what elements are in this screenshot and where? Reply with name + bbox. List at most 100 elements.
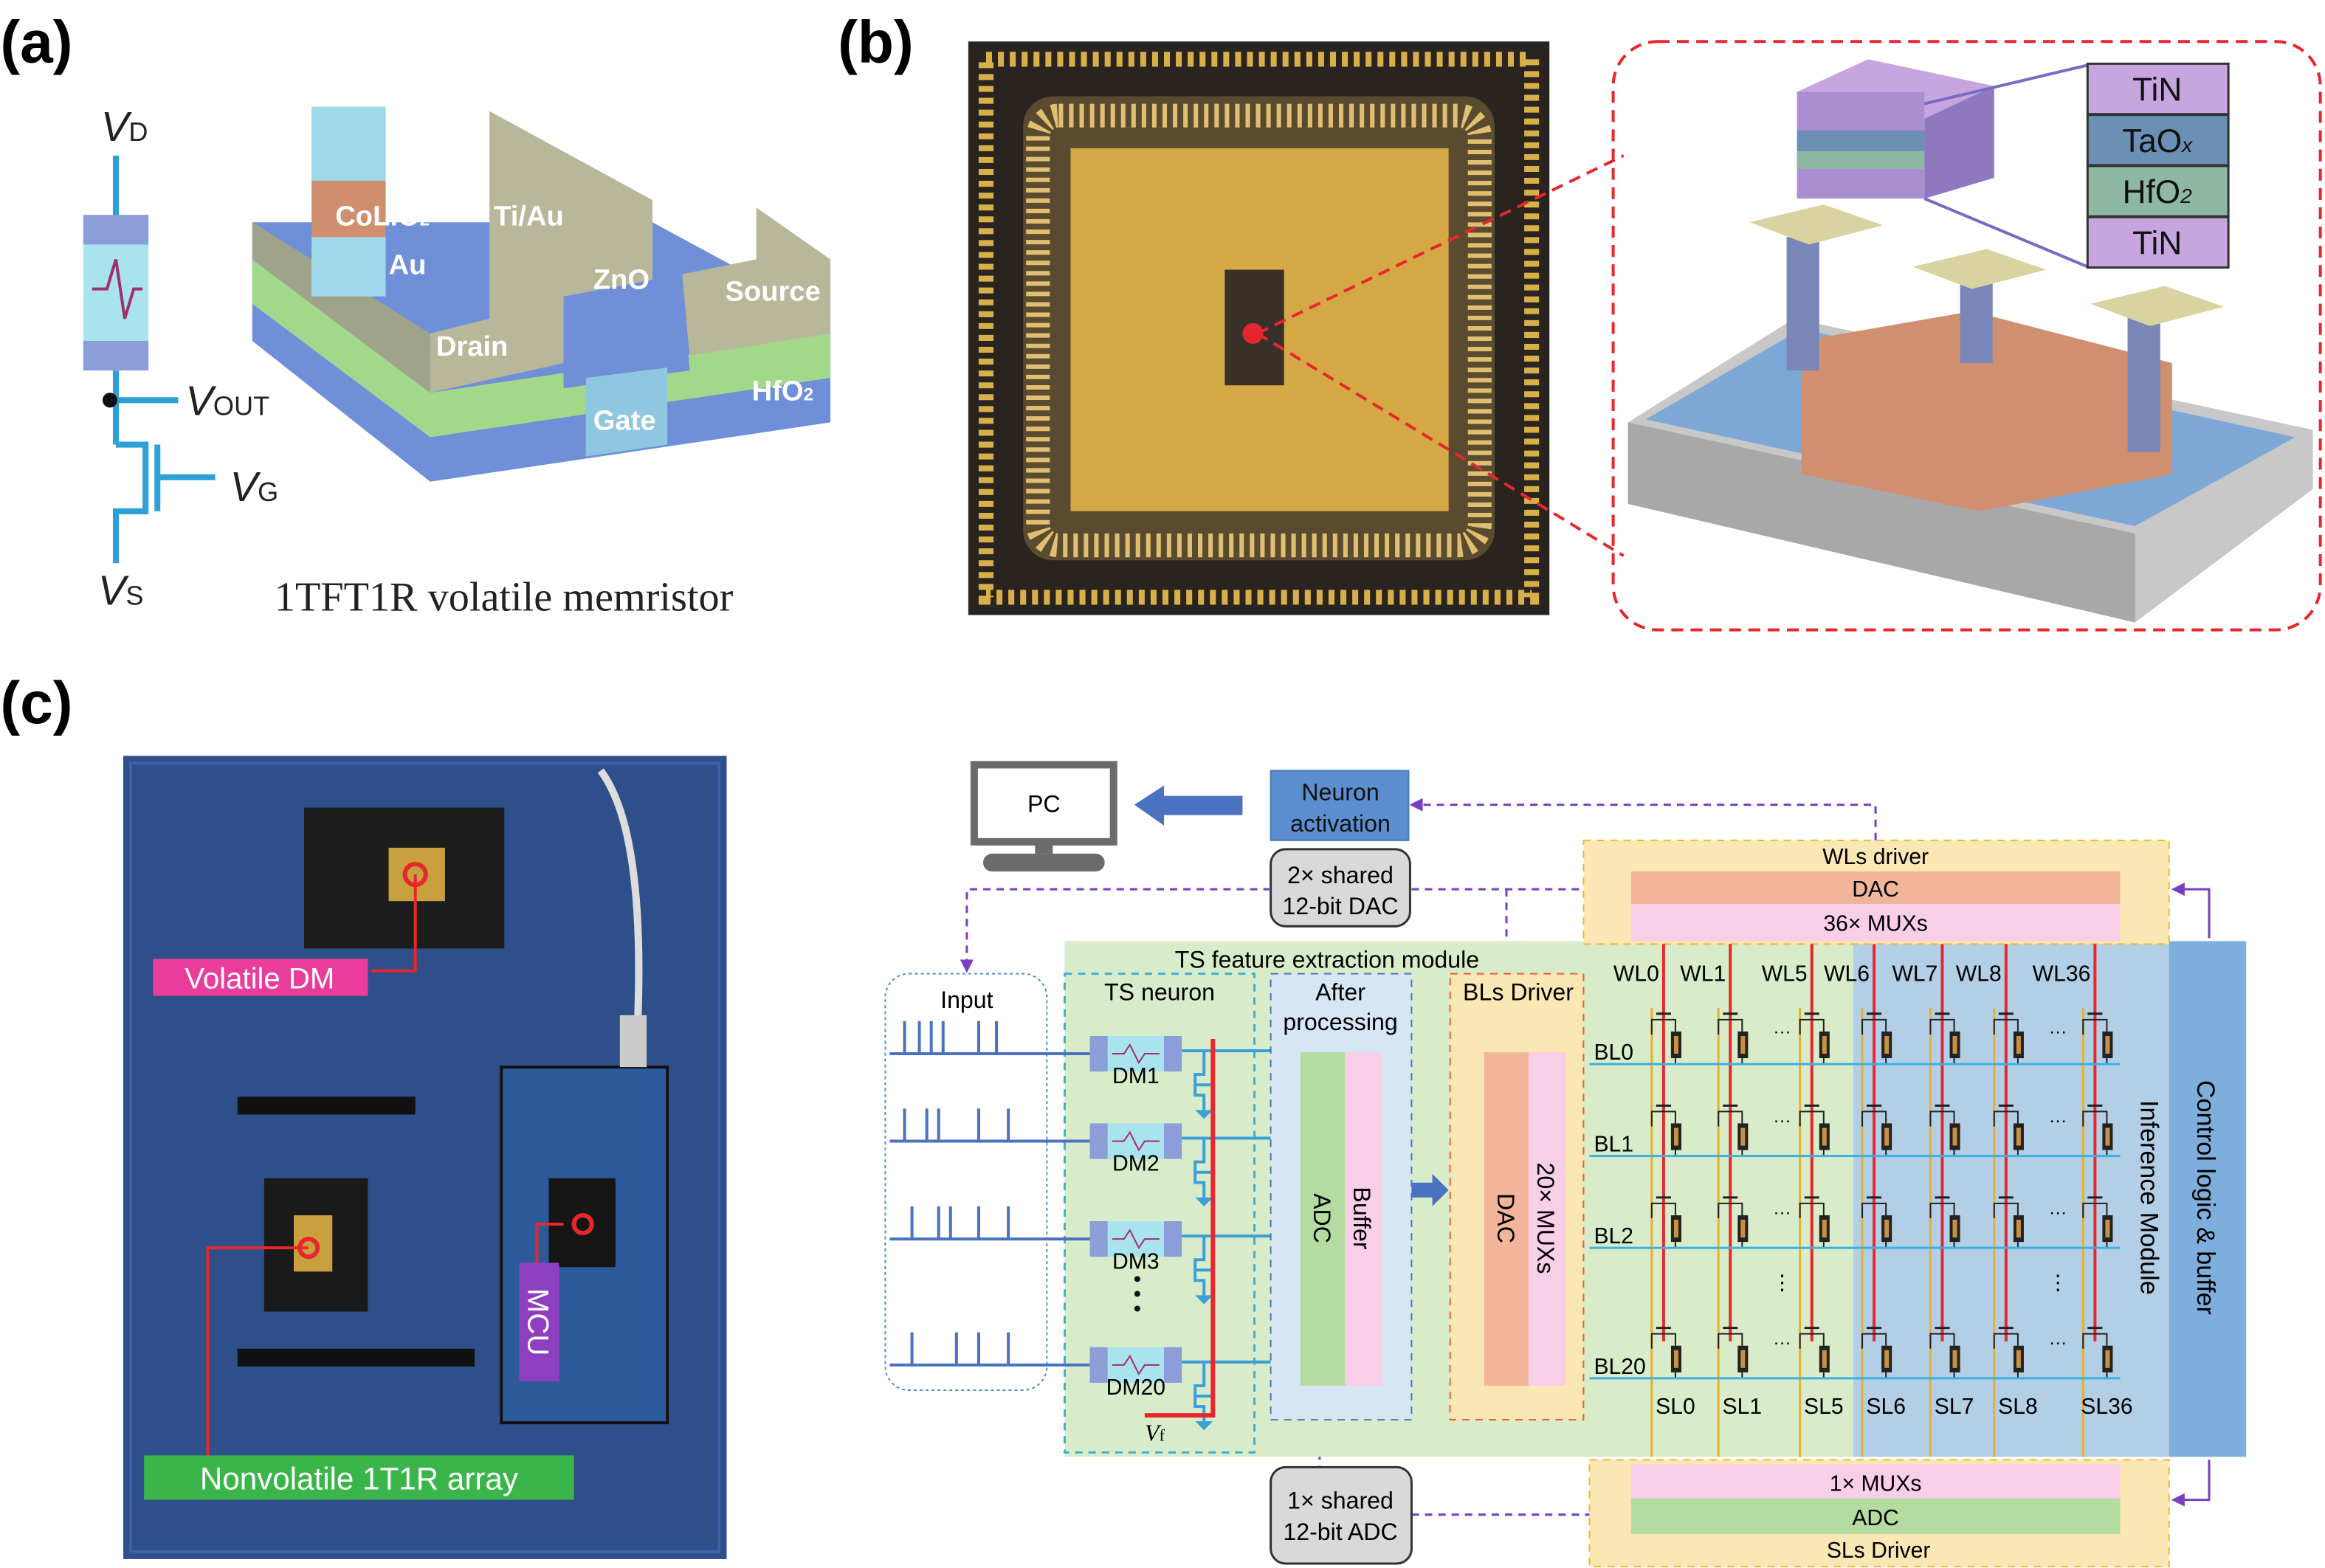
stack-layer-label: TiN xyxy=(2132,72,2182,108)
bl-label: BL20 xyxy=(1594,1355,1645,1379)
dm-label: DM20 xyxy=(1106,1375,1165,1400)
1t1r-cell xyxy=(2082,1104,2113,1156)
input-box xyxy=(884,973,1048,1391)
vout-label: VOUT xyxy=(185,377,269,424)
wl-label: WL8 xyxy=(1956,962,2002,987)
layer-gate: Gate xyxy=(593,404,656,436)
layer-stack-legend: TiN TaOx HfO2 TiN xyxy=(2086,62,2230,269)
ellipsis: ··· xyxy=(1774,1022,1791,1042)
sl-label: SL6 xyxy=(1866,1395,1906,1419)
ground-icon xyxy=(1195,1197,1213,1206)
panel-a: (a) VD VOUT VG VS xyxy=(0,9,831,621)
neuron-activation-line1: Neuron xyxy=(1301,779,1379,806)
dm-row: DM2 xyxy=(889,1108,1271,1206)
nonvolatile-array-label: Nonvolatile 1T1R array xyxy=(200,1462,518,1496)
tft-3d-device: Au CoLiO2 Au Ti/Au Ti/Au ZnO Drain Sourc… xyxy=(252,106,831,482)
ellipsis: ··· xyxy=(2049,1333,2067,1353)
ts-neuron-label: TS neuron xyxy=(1104,979,1215,1006)
stack-layer xyxy=(2086,114,2230,167)
1t1r-3d-structure xyxy=(1628,59,2313,623)
layer-hfo2: HfO2 xyxy=(752,375,813,407)
layer-tiau-left: Ti/Au xyxy=(494,200,564,232)
1t1r-cell xyxy=(1650,1327,1681,1378)
dm-row: DM20 xyxy=(889,1332,1271,1431)
buffer-label: Buffer xyxy=(1348,1187,1375,1249)
1t1r-cell xyxy=(1993,1327,2024,1378)
stack-layer-label: HfO2 xyxy=(2123,174,2193,210)
1t1r-cell xyxy=(2082,1196,2113,1248)
1t1r-cell xyxy=(1861,1327,1892,1378)
nonvolatile-array-tag xyxy=(144,1455,574,1500)
vs-label: VS xyxy=(98,567,144,613)
shared-adc-line1: 1× shared xyxy=(1287,1488,1394,1514)
node-dot xyxy=(102,393,118,408)
vertical-ellipsis: ⋮ xyxy=(2047,1271,2068,1294)
shared-adc-box xyxy=(1270,1465,1413,1565)
after-processing-line1: After xyxy=(1315,979,1365,1006)
layer-source: Source xyxy=(725,276,820,308)
neuron-activation-box xyxy=(1270,770,1410,841)
pc-label: PC xyxy=(1027,791,1061,818)
shared-dac-box xyxy=(1270,848,1411,928)
shared-dac-line1: 2× shared xyxy=(1287,862,1394,888)
ground-icon xyxy=(1195,1421,1213,1431)
ellipsis: ··· xyxy=(2049,1022,2067,1042)
ellipsis: ··· xyxy=(2049,1111,2067,1130)
vertical-ellipsis: ⋮ xyxy=(1772,1271,1793,1294)
1t1r-cell xyxy=(1861,1196,1892,1248)
1t1r-cell xyxy=(1650,1104,1681,1156)
panel-b-label: (b) xyxy=(838,9,914,75)
chip-photo xyxy=(968,41,1550,615)
stack-layer xyxy=(2086,215,2230,269)
bl-label: BL0 xyxy=(1594,1040,1633,1065)
inference-module xyxy=(1853,941,2169,1457)
layer-au-top: Au xyxy=(389,148,427,180)
ts-module-label: TS feature extraction module xyxy=(1175,947,1479,973)
mcu-label: MCU xyxy=(521,1288,554,1355)
stack-layer-label: TaOx xyxy=(2122,123,2193,159)
layer-au-bottom: Au xyxy=(389,249,427,281)
wl-label: WL7 xyxy=(1892,962,1938,987)
stack-layer xyxy=(2086,62,2230,116)
panel-a-label: (a) xyxy=(0,9,72,75)
1t1r-crossbar-array: WL0 SL0 WL1 SL1 WL5 SL5 WL6 SL6 WL7 SL7 WL8 SL8 WL36… xyxy=(1589,944,2133,1457)
1t1r-cell xyxy=(1993,1104,2024,1156)
wl-label: WL5 xyxy=(1762,962,1808,987)
panel-c-label: (c) xyxy=(0,670,72,736)
control-logic-links xyxy=(2171,883,2211,1507)
adc-label: ADC xyxy=(1309,1193,1335,1243)
adc-bar xyxy=(1300,1052,1346,1386)
wls-mux-label: 36× MUXs xyxy=(1823,911,1927,936)
after-processing-line2: processing xyxy=(1283,1009,1397,1035)
wl-label: WL1 xyxy=(1680,962,1726,987)
sls-adc-bar xyxy=(1630,1498,2121,1534)
layer-zno: ZnO xyxy=(593,264,650,296)
1t1r-cell xyxy=(1861,1012,1892,1065)
1t1r-cell xyxy=(1799,1196,1830,1248)
neuron-activation-line2: activation xyxy=(1290,810,1391,837)
buffer-bar xyxy=(1345,1052,1382,1386)
1t1r-cell xyxy=(2082,1327,2113,1378)
bls-driver-label: BLs Driver xyxy=(1463,979,1574,1006)
volatile-dm-label: Volatile DM xyxy=(185,962,334,995)
panel-a-caption: 1TFT1R volatile memristor xyxy=(275,575,734,621)
vf-label: Vf xyxy=(1145,1419,1165,1446)
dm-label: DM1 xyxy=(1112,1064,1160,1088)
dm-rows: DM1 DM2 DM3 DM20 xyxy=(889,1020,1271,1431)
wls-mux-bar xyxy=(1630,904,2121,942)
1t1r-cell xyxy=(1799,1104,1830,1156)
sls-mux-bar xyxy=(1630,1464,2121,1499)
1t1r-cell xyxy=(2082,1012,2113,1065)
pc-monitor-icon: PC xyxy=(970,761,1117,872)
bl-label: BL2 xyxy=(1594,1224,1633,1248)
dm-label: DM2 xyxy=(1112,1152,1160,1176)
wls-driver-label: WLs driver xyxy=(1822,845,1929,869)
bls-mux-bar xyxy=(1529,1052,1566,1386)
sl-label: SL8 xyxy=(1998,1395,2038,1419)
vd-label: VD xyxy=(101,103,148,150)
sl-label: SL36 xyxy=(2081,1395,2132,1419)
zoom-callout xyxy=(1256,40,2322,632)
ellipsis: ··· xyxy=(2049,1203,2067,1223)
wl-label: WL6 xyxy=(1824,962,1870,987)
